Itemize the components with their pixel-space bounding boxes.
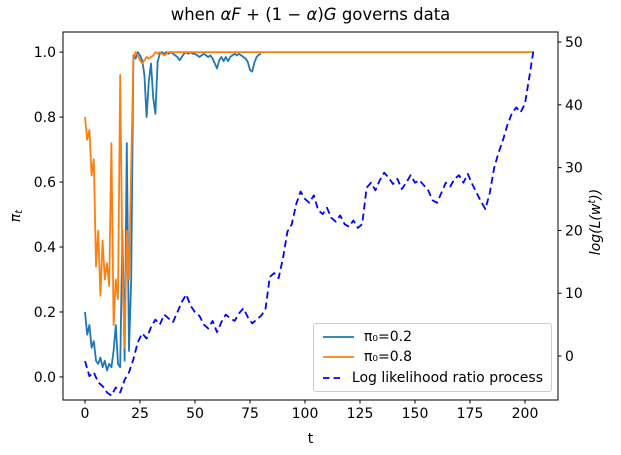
x-axis-label: t xyxy=(308,431,314,447)
y-right-tick-label: 30 xyxy=(565,161,583,177)
legend-item: π₀=0.2 xyxy=(322,330,543,344)
y-right-tick-label: 20 xyxy=(565,223,583,239)
y-right-axis-label: log(L(wt)) xyxy=(587,189,604,255)
y-right-tick-label: 10 xyxy=(565,286,583,302)
x-tick-label: 125 xyxy=(347,406,374,422)
series-line-2 xyxy=(84,48,535,397)
chart-title-segment: + (1 − xyxy=(240,5,307,24)
y-left-tick-label: 1.0 xyxy=(34,45,56,61)
y-left-tick-label: 0.4 xyxy=(34,240,56,256)
chart-title-segment: G xyxy=(323,5,337,24)
y-right-tick-label: 40 xyxy=(565,98,583,114)
legend-item-label: π₀=0.2 xyxy=(364,329,413,346)
x-tick-label: 75 xyxy=(241,406,259,422)
x-tick-label: 50 xyxy=(186,406,204,422)
x-tick-label: 200 xyxy=(512,406,539,422)
legend-item: Log likelihood ratio process xyxy=(322,371,543,385)
series-line-1 xyxy=(84,51,534,349)
y-left-tick-label: 0.2 xyxy=(34,305,56,321)
plot-border xyxy=(62,31,559,401)
x-tick-label: 175 xyxy=(457,406,484,422)
chart-title-segment: α xyxy=(306,5,318,24)
legend-item-label: Log likelihood ratio process xyxy=(351,369,543,386)
chart-title: when αF + (1 − α)G governs data xyxy=(0,5,621,24)
legend-line-sample xyxy=(323,376,343,379)
legend-line-sample xyxy=(323,336,354,339)
chart-title-segment: when xyxy=(170,5,221,24)
legend-item: π₀=0.8 xyxy=(322,350,543,364)
x-tick-label: 25 xyxy=(131,406,149,422)
legend: π₀=0.2 π₀=0.8 Log likelihood ratio process xyxy=(313,323,552,392)
chart-title-segment: governs data xyxy=(336,5,451,24)
y-left-tick-label: 0.6 xyxy=(34,175,56,191)
y-right-tick-label: 50 xyxy=(565,35,583,51)
chart-title-segment: ) xyxy=(317,5,324,24)
y-left-axis-label: πt xyxy=(8,209,25,222)
x-tick-label: 0 xyxy=(81,406,90,422)
y-right-tick-label: 0 xyxy=(565,349,574,365)
x-tick-label: 100 xyxy=(292,406,319,422)
y-left-tick-label: 0.8 xyxy=(34,110,56,126)
legend-line-sample xyxy=(323,356,354,359)
x-tick-label: 150 xyxy=(402,406,429,422)
chart-title-segment: αF xyxy=(220,5,241,24)
series-line-0 xyxy=(84,51,262,372)
y-left-tick-label: 0.0 xyxy=(34,370,56,386)
legend-item-label: π₀=0.8 xyxy=(364,349,413,366)
